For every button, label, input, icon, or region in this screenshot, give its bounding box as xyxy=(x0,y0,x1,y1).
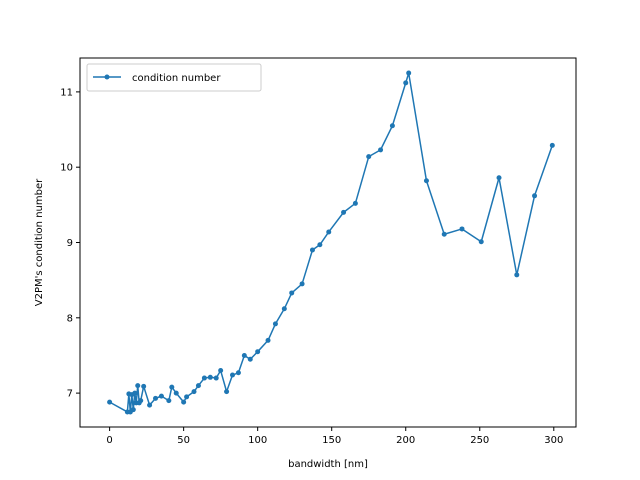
data-point xyxy=(191,389,197,395)
data-point xyxy=(218,368,224,374)
data-point xyxy=(423,178,429,184)
data-point xyxy=(289,290,295,296)
legend: condition number xyxy=(86,63,262,92)
data-point xyxy=(107,399,113,405)
data-point xyxy=(532,193,538,199)
data-point xyxy=(366,154,372,160)
data-point xyxy=(166,398,172,404)
data-point xyxy=(169,384,175,390)
data-point xyxy=(317,242,323,248)
x-tick-label: 200 xyxy=(396,435,415,446)
data-point xyxy=(549,142,555,148)
x-tick-label: 100 xyxy=(248,435,267,446)
y-tick-label: 9 xyxy=(67,238,73,249)
data-point xyxy=(514,272,520,278)
data-point xyxy=(326,229,332,235)
data-point xyxy=(201,375,207,381)
y-tick-label: 8 xyxy=(67,313,73,324)
data-point xyxy=(207,374,213,380)
legend-marker-sample xyxy=(104,74,110,80)
legend-box xyxy=(86,63,262,92)
data-point xyxy=(135,383,141,389)
data-point xyxy=(195,383,201,389)
data-point xyxy=(255,349,261,355)
data-point xyxy=(132,390,138,396)
x-axis-label: bandwidth [nm] xyxy=(288,459,368,470)
data-point xyxy=(352,200,358,206)
data-point xyxy=(213,375,219,381)
series-layer xyxy=(107,70,555,415)
data-point xyxy=(309,247,315,253)
y-tick-label: 10 xyxy=(60,163,73,174)
data-point xyxy=(459,226,465,232)
data-point xyxy=(378,147,384,153)
y-tick-label: 11 xyxy=(60,87,73,98)
data-point xyxy=(235,370,241,376)
data-point xyxy=(496,175,502,181)
data-point xyxy=(272,321,278,327)
y-axis-label: V2PM's condition number xyxy=(34,178,45,306)
data-point xyxy=(141,383,147,389)
data-point xyxy=(230,372,236,378)
x-tick-label: 50 xyxy=(177,435,190,446)
data-point xyxy=(224,389,230,395)
x-tick-label: 0 xyxy=(106,435,112,446)
data-point xyxy=(184,394,190,400)
data-point xyxy=(403,80,409,86)
data-point xyxy=(158,393,164,399)
data-point xyxy=(247,356,253,362)
data-point xyxy=(281,306,287,312)
x-tick-label: 150 xyxy=(322,435,341,446)
data-point xyxy=(153,395,159,401)
data-point xyxy=(138,398,144,404)
x-tick-label: 250 xyxy=(470,435,489,446)
data-point xyxy=(341,209,347,215)
x-tick-label: 300 xyxy=(544,435,563,446)
data-point xyxy=(299,281,305,287)
data-point xyxy=(130,407,136,413)
data-point xyxy=(389,123,395,129)
data-point xyxy=(441,231,447,237)
legend-label: condition number xyxy=(132,73,221,84)
data-point xyxy=(406,70,412,76)
data-point xyxy=(173,390,179,396)
ticks-layer: 0 50 100 150 200 250 300 7 8 9 10 11 xyxy=(60,87,563,446)
data-point xyxy=(265,337,271,343)
data-point xyxy=(147,402,153,408)
data-point xyxy=(241,352,247,358)
data-point xyxy=(478,239,484,245)
y-tick-label: 7 xyxy=(67,389,73,400)
data-point xyxy=(181,399,187,405)
